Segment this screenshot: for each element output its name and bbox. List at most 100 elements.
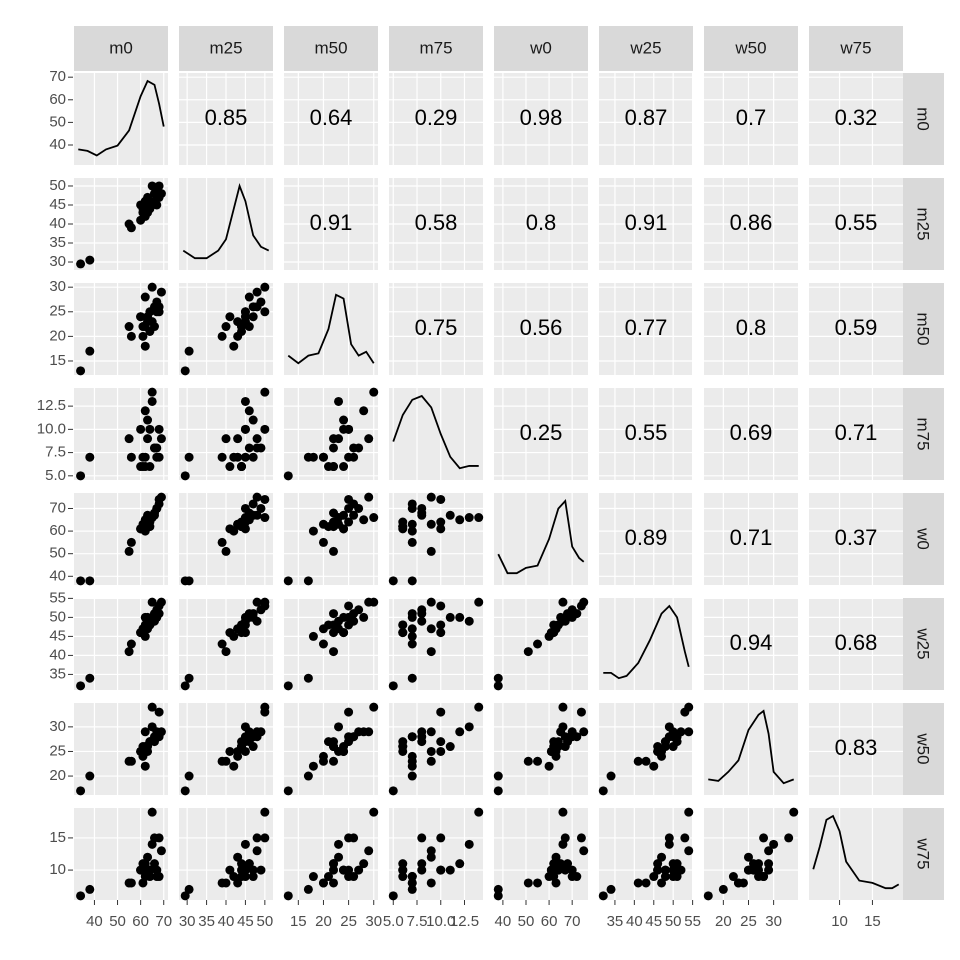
point [369, 513, 379, 523]
point [85, 346, 95, 356]
point [407, 751, 417, 761]
point [147, 387, 157, 397]
y-tick-label: 7.5 [45, 444, 66, 461]
point [147, 597, 157, 607]
point [407, 884, 417, 894]
x-tick-label: 12.5 [450, 913, 479, 930]
panel: 0.58 [389, 178, 483, 270]
point [359, 859, 369, 869]
point [388, 576, 398, 586]
density-line [497, 498, 585, 575]
point [237, 865, 247, 875]
point [344, 424, 354, 434]
point [329, 620, 339, 630]
point [551, 751, 561, 761]
point [558, 722, 568, 732]
point [364, 492, 374, 502]
y-tick-label: 40 [49, 215, 66, 232]
point [152, 732, 162, 742]
point [308, 452, 318, 462]
point [240, 722, 250, 732]
panel [179, 492, 273, 586]
point [388, 891, 398, 901]
density-line [812, 814, 900, 890]
point [138, 751, 148, 761]
correlation-label: 0.87 [625, 105, 668, 130]
correlation-label: 0.7 [736, 105, 767, 130]
point [558, 702, 568, 712]
point [147, 722, 157, 732]
y-tick-label: 10 [49, 861, 66, 878]
panel-bg [809, 703, 903, 795]
panel [599, 598, 694, 690]
point [184, 346, 194, 356]
point [553, 865, 563, 875]
x-tick-label: 25 [740, 913, 757, 930]
point [303, 884, 313, 894]
panel: 0.55 [599, 388, 694, 480]
point [553, 620, 563, 630]
point [308, 761, 318, 771]
point [329, 546, 339, 556]
point [303, 576, 313, 586]
point [229, 341, 239, 351]
point [417, 727, 427, 737]
point [318, 878, 328, 888]
point [138, 452, 148, 462]
x-tick-label: 30 [765, 913, 782, 930]
column-strip-label: m0 [109, 38, 133, 57]
panel-bg [704, 73, 798, 165]
strip-bg [900, 703, 944, 795]
x-tick-label: 60 [132, 913, 149, 930]
strip-bg [284, 26, 378, 71]
strip-bg [494, 26, 588, 71]
point [323, 872, 333, 882]
x-tick-label: 10 [831, 913, 848, 930]
panel [179, 282, 273, 376]
point [407, 537, 417, 547]
strip-bg [900, 283, 944, 375]
correlation-label: 0.55 [835, 210, 878, 235]
point [329, 742, 339, 752]
point [558, 597, 568, 607]
point [544, 761, 554, 771]
point [180, 366, 190, 376]
point [244, 443, 254, 453]
point [283, 891, 293, 901]
point [388, 786, 398, 796]
point [221, 322, 231, 332]
point [398, 859, 408, 869]
panel [283, 387, 379, 481]
point [138, 331, 148, 341]
point [124, 546, 134, 556]
point [85, 771, 95, 781]
y-tick-label: 15 [49, 352, 66, 369]
point [364, 727, 374, 737]
panel [74, 387, 168, 481]
point [225, 524, 235, 534]
correlation-label: 0.56 [520, 315, 563, 340]
correlation-label: 0.86 [730, 210, 773, 235]
point [180, 786, 190, 796]
panel [494, 493, 588, 585]
point [598, 891, 608, 901]
point [436, 620, 446, 630]
point [260, 513, 270, 523]
point [417, 616, 427, 626]
point [660, 742, 670, 752]
point [184, 673, 194, 683]
point [136, 424, 146, 434]
panel [179, 807, 273, 901]
point [217, 452, 227, 462]
point [152, 307, 162, 317]
correlation-label: 0.32 [835, 105, 878, 130]
panel [388, 807, 484, 901]
point [184, 576, 194, 586]
point [149, 443, 159, 453]
point [668, 732, 678, 742]
point [143, 510, 153, 520]
panel: 0.86 [704, 178, 798, 270]
x-tick-label: 20 [715, 913, 732, 930]
point [533, 639, 543, 649]
